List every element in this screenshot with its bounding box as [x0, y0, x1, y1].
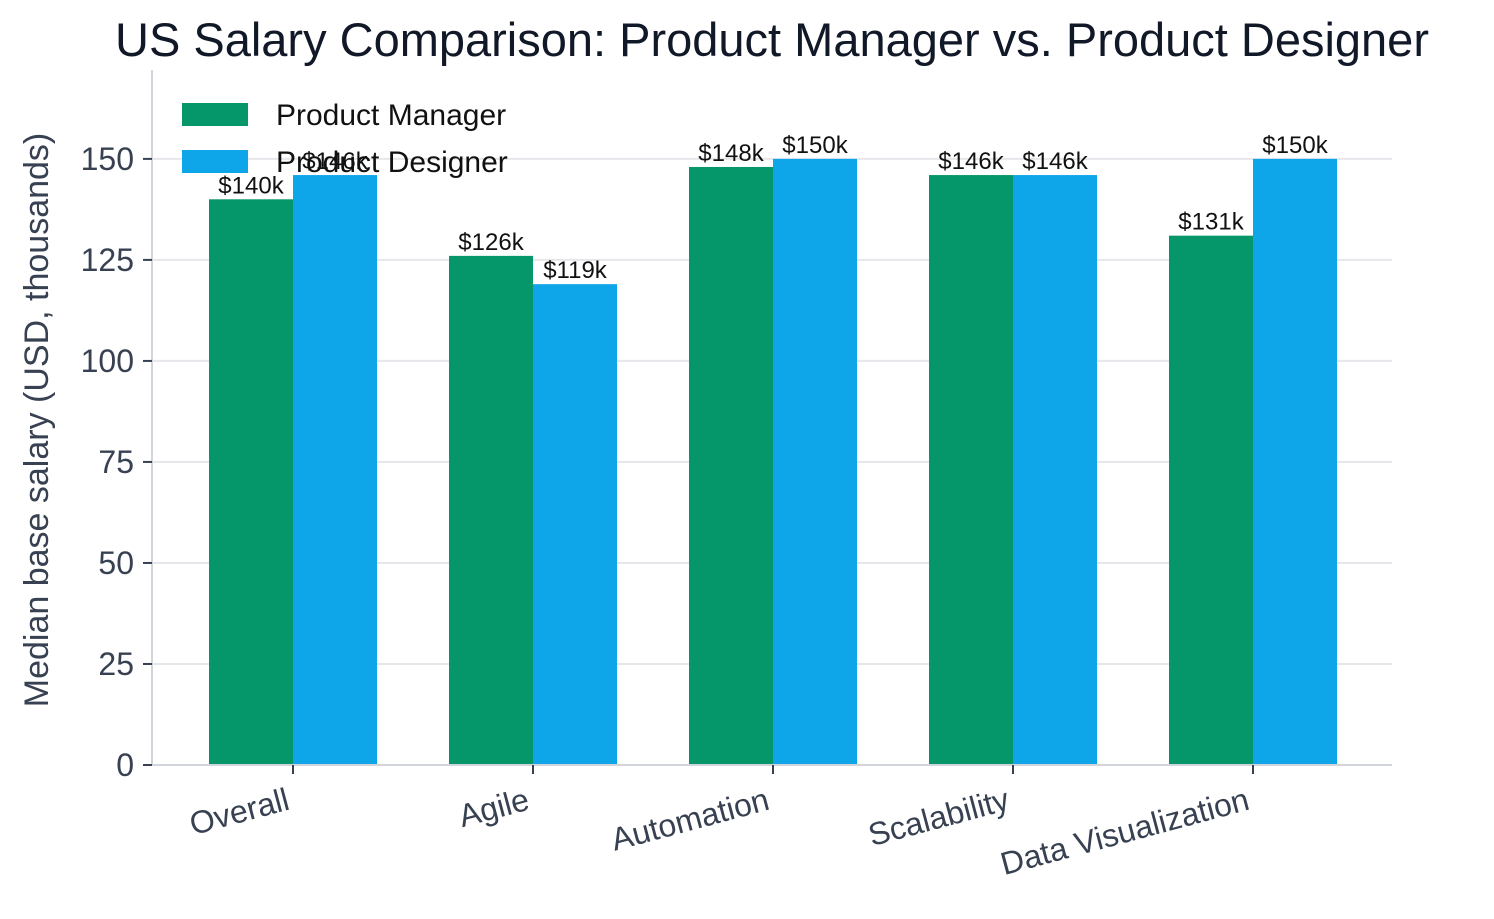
x-tick-label: Automation — [607, 781, 773, 858]
data-label: $131k — [1178, 209, 1244, 236]
legend: Product Manager Product Designer — [182, 99, 508, 179]
data-label: $146k — [302, 148, 368, 175]
data-label: $146k — [1022, 148, 1088, 175]
bar-product-manager — [209, 199, 293, 766]
data-labels: $140k $126k $148k $146k $131k $146k $119k $150k… — [218, 132, 1328, 284]
bar-product-designer — [533, 284, 617, 765]
data-label: $150k — [1262, 132, 1328, 159]
bar-product-designer — [773, 158, 857, 765]
x-tick-label: Agile — [455, 781, 533, 834]
x-tick-label: Overall — [186, 781, 293, 842]
y-tick-label: 50 — [98, 545, 134, 581]
bar-product-manager — [689, 166, 773, 765]
legend-swatch — [182, 103, 248, 126]
bar-product-manager — [1169, 235, 1253, 766]
x-tick-label: Data Visualization — [997, 781, 1253, 882]
legend-label: Product Manager — [276, 99, 506, 132]
y-tick-label: 100 — [81, 343, 134, 379]
y-axis-label: Median base salary (USD, thousands) — [18, 133, 56, 708]
bar-product-designer — [1253, 158, 1337, 765]
data-label: $140k — [218, 172, 284, 199]
data-label: $150k — [782, 132, 848, 159]
bar-product-manager — [449, 255, 533, 766]
bar-product-manager — [929, 175, 1013, 766]
data-label: $119k — [543, 257, 608, 284]
y-tick-label: 75 — [98, 444, 134, 480]
y-tick-label: 0 — [116, 747, 134, 783]
data-label: $126k — [458, 229, 524, 256]
legend-label: Product Designer — [276, 146, 508, 179]
y-axis-ticks: 0 25 50 75 100 125 150 — [81, 141, 152, 783]
bar-product-designer — [293, 175, 377, 766]
y-tick-label: 150 — [81, 141, 134, 177]
chart-title: US Salary Comparison: Product Manager vs… — [115, 13, 1429, 66]
data-label: $146k — [938, 148, 1004, 175]
data-label: $148k — [698, 140, 764, 167]
bar-product-designer — [1013, 175, 1097, 766]
y-tick-label: 25 — [98, 646, 134, 682]
y-tick-label: 125 — [81, 242, 134, 278]
legend-swatch — [182, 150, 248, 173]
bars — [209, 158, 1337, 766]
x-tick-label: Scalability — [864, 781, 1012, 853]
